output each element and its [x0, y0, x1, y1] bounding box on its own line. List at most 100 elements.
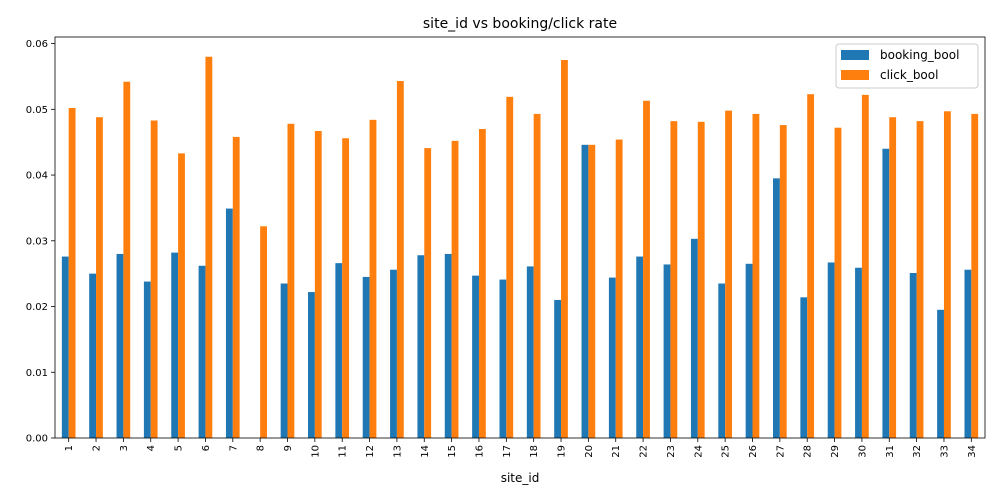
y-tick-label: 0.06 — [26, 39, 48, 50]
bar-click_bool-34 — [971, 113, 979, 438]
x-tick-label: 26 — [748, 445, 759, 458]
x-tick-label: 24 — [693, 445, 704, 458]
x-tick-label: 29 — [830, 445, 841, 458]
bar-booking_bool-4 — [143, 281, 151, 438]
plot-frame — [54, 36, 986, 439]
x-tick-label: 32 — [912, 445, 923, 458]
bar-click_bool-13 — [396, 81, 404, 439]
bar-booking_bool-27 — [773, 178, 780, 438]
bar-booking_bool-19 — [554, 299, 562, 438]
bar-click_bool-1 — [68, 107, 76, 439]
bar-click_bool-20 — [588, 144, 596, 439]
x-tick-label: 1 — [64, 445, 75, 451]
bar-click_bool-2 — [96, 117, 103, 438]
x-tick-label: 23 — [666, 445, 677, 458]
bar-booking_bool-10 — [308, 292, 315, 438]
bar-booking_bool-31 — [882, 148, 890, 439]
bar-click_bool-14 — [424, 148, 432, 438]
bar-click_bool-15 — [451, 140, 459, 438]
bar-booking_bool-2 — [89, 273, 97, 438]
bar-booking_bool-21 — [608, 277, 616, 438]
bar-booking_bool-26 — [745, 263, 753, 438]
bar-click_bool-24 — [697, 121, 705, 438]
bar-click_bool-31 — [889, 117, 897, 438]
bar-click_bool-3 — [123, 81, 131, 439]
bar-booking_bool-16 — [472, 275, 479, 438]
legend: booking_bool click_bool — [835, 43, 979, 89]
bar-booking_bool-25 — [718, 283, 726, 438]
x-tick-label: 6 — [201, 445, 212, 451]
x-tick-label: 12 — [365, 445, 376, 458]
bar-click_bool-27 — [779, 125, 787, 438]
bar-click_bool-9 — [287, 123, 295, 438]
bar-click_bool-7 — [232, 136, 240, 438]
bar-click_bool-4 — [150, 120, 158, 439]
bar-click_bool-5 — [178, 153, 185, 438]
x-axis-title: site_id — [501, 471, 540, 485]
x-tick-label: 13 — [392, 445, 403, 458]
bar-click_bool-29 — [834, 127, 842, 439]
bar-booking_bool-5 — [171, 252, 179, 438]
bar-click_bool-17 — [506, 96, 514, 438]
y-tick-label: 0.04 — [26, 171, 48, 182]
bar-click_bool-22 — [643, 100, 650, 439]
x-tick-label: 20 — [584, 445, 595, 458]
bar-click_bool-28 — [807, 94, 815, 438]
bar-booking_bool-18 — [526, 266, 534, 438]
bar-booking_bool-14 — [417, 255, 425, 438]
bar-booking_bool-11 — [335, 263, 343, 438]
x-tick-label: 17 — [502, 445, 513, 458]
y-tick-label: 0.05 — [26, 105, 48, 116]
x-tick-label: 9 — [283, 445, 294, 451]
bar-booking_bool-34 — [964, 269, 972, 438]
bar-click_bool-21 — [615, 139, 623, 438]
bar-booking_bool-13 — [390, 269, 397, 438]
x-tick-label: 19 — [557, 445, 568, 458]
x-tick-label: 11 — [338, 445, 349, 458]
legend-swatch-click_bool — [841, 70, 869, 80]
bar-click_bool-30 — [861, 94, 869, 438]
x-tick-label: 18 — [529, 445, 540, 458]
legend-label-booking_bool: booking_bool — [880, 48, 959, 62]
x-tick-label: 34 — [967, 445, 978, 458]
x-tick-label: 30 — [857, 445, 868, 458]
bar-booking_bool-29 — [827, 262, 835, 438]
bar-click_bool-32 — [916, 121, 924, 439]
bars-layer — [61, 56, 979, 439]
x-tick-label: 25 — [721, 445, 732, 458]
x-tick-label: 14 — [420, 445, 431, 458]
bar-click_bool-18 — [533, 113, 541, 438]
y-tick-label: 0.00 — [26, 434, 48, 445]
x-tick-label: 8 — [256, 445, 267, 451]
bar-booking_bool-1 — [61, 256, 69, 438]
bar-booking_bool-3 — [116, 253, 124, 438]
bar-booking_bool-12 — [362, 276, 370, 438]
bar-booking_bool-20 — [581, 144, 589, 439]
bar-booking_bool-7 — [225, 208, 233, 438]
bar-booking_bool-24 — [690, 238, 698, 438]
y-tick-label: 0.03 — [26, 236, 48, 247]
bar-booking_bool-6 — [198, 265, 206, 438]
y-tick-label: 0.02 — [26, 302, 48, 313]
bar-click_bool-6 — [205, 56, 213, 438]
x-tick-label: 10 — [310, 445, 321, 458]
bar-booking_bool-15 — [444, 253, 452, 438]
x-tick-label: 22 — [639, 445, 650, 458]
legend-swatch-booking_bool — [841, 50, 869, 60]
bar-click_bool-26 — [752, 113, 760, 438]
x-tick-label: 2 — [92, 445, 103, 451]
bar-booking_bool-28 — [800, 297, 808, 438]
bar-booking_bool-23 — [663, 264, 671, 438]
bar-booking_bool-9 — [280, 283, 288, 438]
bar-booking_bool-32 — [909, 272, 917, 438]
bar-booking_bool-30 — [855, 267, 862, 438]
x-tick-label: 4 — [146, 445, 157, 451]
x-tick-label: 33 — [939, 445, 950, 458]
axes-layer: 0.000.010.020.030.040.050.061 2 3 4 5 6 7 8 9 10 1… — [26, 36, 986, 458]
bar-click_bool-11 — [342, 138, 350, 438]
x-tick-label: 28 — [803, 445, 814, 458]
legend-label-click_bool: click_bool — [880, 68, 938, 82]
y-tick-label: 0.01 — [26, 368, 48, 379]
bar-booking_bool-33 — [937, 309, 944, 438]
